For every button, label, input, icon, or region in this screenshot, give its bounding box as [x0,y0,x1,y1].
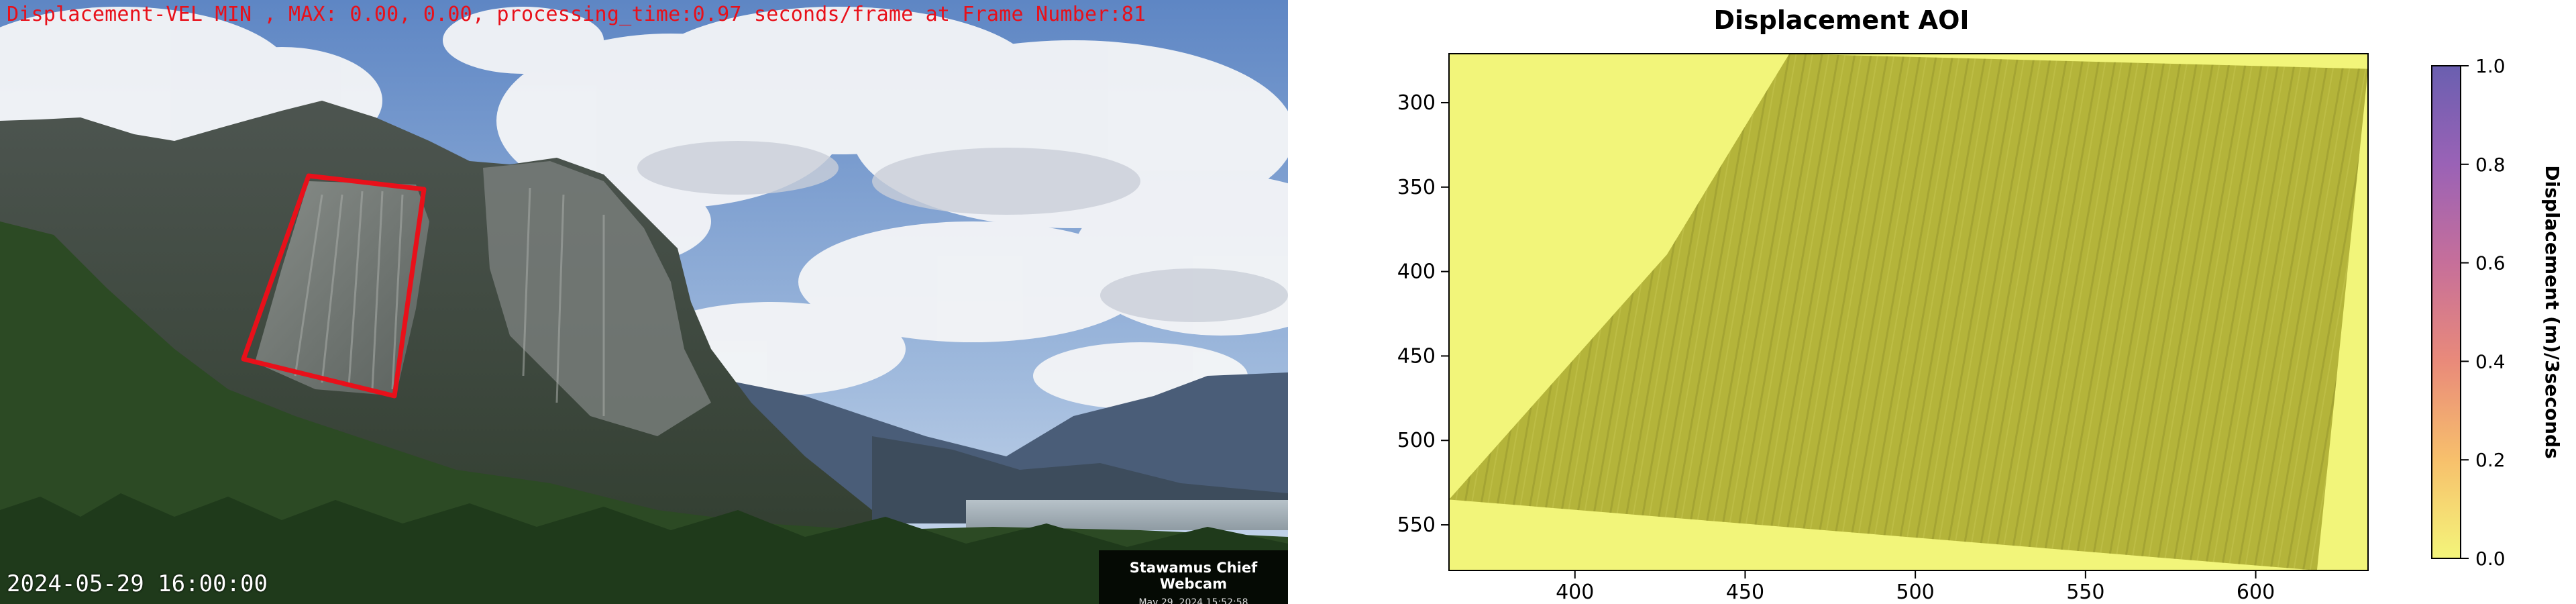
webcam-caption-box: Stawamus Chief Webcam May 29, 2024 15:52… [1099,550,1288,604]
displacement-plot-panel: Displacement AOI 400 450 500 550 600 300 350 4… [1288,0,2576,604]
y-axis: 300 350 400 450 500 550 [1397,91,1449,537]
y-tick-label: 450 [1397,344,1436,368]
x-tick-label: 400 [1556,581,1594,604]
y-tick-label: 300 [1397,91,1436,115]
processing-status-text: Displacement-VEL MIN , MAX: 0.00, 0.00, … [7,3,1146,26]
aoi-outline [241,173,427,399]
rock-face [255,181,429,396]
y-tick-label: 350 [1397,176,1436,199]
plot-frame [1448,53,2369,571]
webcam-view: Displacement-VEL MIN , MAX: 0.00, 0.00, … [0,0,1288,604]
x-tick-label: 450 [1726,581,1764,604]
y-tick-label: 400 [1397,260,1436,284]
colorbar-tick-label: 0.2 [2475,449,2506,471]
cloud-shadows [637,141,1288,322]
y-tick-label: 550 [1397,513,1436,537]
rock-face-right [483,161,711,436]
y-tick-label: 500 [1397,429,1436,452]
colorbar-tick-label: 0.0 [2475,548,2506,570]
colorbar-tick-label: 1.0 [2475,55,2506,77]
x-tick-label: 600 [2237,581,2275,604]
displacement-heatmap: Displacement AOI 400 450 500 550 600 300 350 4… [1397,5,2563,604]
aoi-texture [1449,54,2368,570]
rock-streaks [294,187,605,416]
colorbar-tick-label: 0.6 [2475,252,2506,274]
colorbar [2431,65,2461,559]
water [966,500,1288,530]
chart-title: Displacement AOI [1713,5,1969,35]
frame-timestamp: 2024-05-29 16:00:00 [7,570,268,597]
forest-foreground [0,493,1288,604]
x-tick-label: 550 [2066,581,2104,604]
colorbar-tick-label: 0.8 [2475,154,2506,176]
x-tick-label: 500 [1896,581,1935,604]
colorbar-label: Displacement (m)/3seconds [2541,165,2563,458]
colorbar-tick-label: 0.4 [2475,350,2506,372]
webcam-scene [0,0,1288,604]
colorbar-axis: 0.0 0.2 0.4 0.6 0.8 1.0 [2461,55,2506,570]
x-axis: 400 450 500 550 600 [1556,570,2275,604]
webcam-capture-date: May 29, 2024 15:52:58 [1138,597,1248,604]
webcam-name: Stawamus Chief Webcam [1129,560,1258,592]
